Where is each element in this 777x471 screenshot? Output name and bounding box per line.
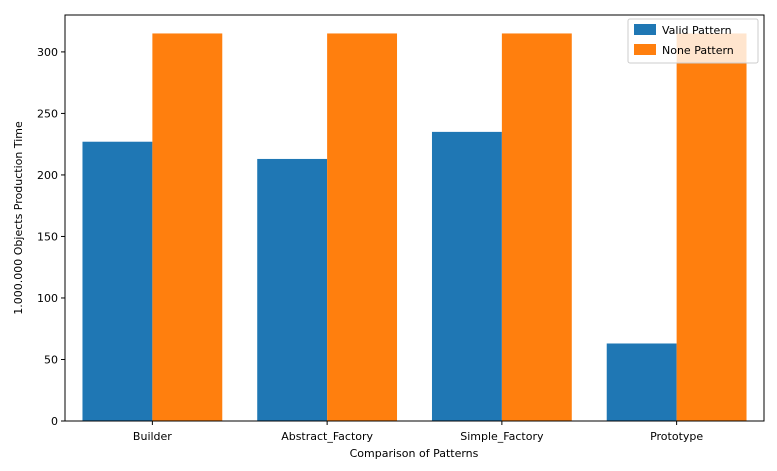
legend-box (627, 18, 759, 64)
x-tick-label-prototype: Prototype (650, 430, 703, 443)
legend-swatch-valid-pattern (634, 24, 656, 35)
y-tick-label-250: 250 (37, 107, 58, 120)
y-tick-label-50: 50 (44, 353, 58, 366)
bar-none-pattern-prototype (676, 33, 747, 422)
y-tick-label-200: 200 (37, 169, 58, 182)
x-tick-label-abstract-factory: Abstract_Factory (281, 430, 373, 443)
y-tick-label-300: 300 (37, 46, 58, 59)
x-tick-label-builder: Builder (133, 430, 172, 443)
bar-valid-pattern-abstract-factory (257, 158, 328, 422)
bars-group (82, 33, 747, 422)
bar-valid-pattern-builder (82, 141, 153, 422)
bar-valid-pattern-simple-factory (431, 131, 502, 421)
legend-label-valid-pattern: Valid Pattern (662, 24, 732, 37)
y-tick-label-0: 0 (51, 415, 58, 428)
x-axis-label: Comparison of Patterns (350, 447, 479, 460)
y-axis-label: 1.000.000 Objects Production Time (12, 121, 25, 315)
bar-none-pattern-simple-factory (501, 33, 572, 422)
x-axis: Builder Abstract_Factory Simple_Factory Pro… (133, 421, 703, 443)
legend-swatch-none-pattern (634, 44, 656, 55)
bar-valid-pattern-prototype (606, 343, 677, 421)
bar-none-pattern-abstract-factory (327, 33, 398, 422)
bar-none-pattern-builder (152, 33, 223, 422)
legend: Valid Pattern None Pattern (627, 18, 759, 64)
y-tick-label-150: 150 (37, 230, 58, 243)
x-tick-label-simple-factory: Simple_Factory (460, 430, 544, 443)
y-tick-label-100: 100 (37, 292, 58, 305)
legend-label-none-pattern: None Pattern (662, 44, 734, 57)
plot-frame (64, 14, 765, 422)
y-axis: 0 50 100 150 200 250 300 (37, 46, 65, 428)
